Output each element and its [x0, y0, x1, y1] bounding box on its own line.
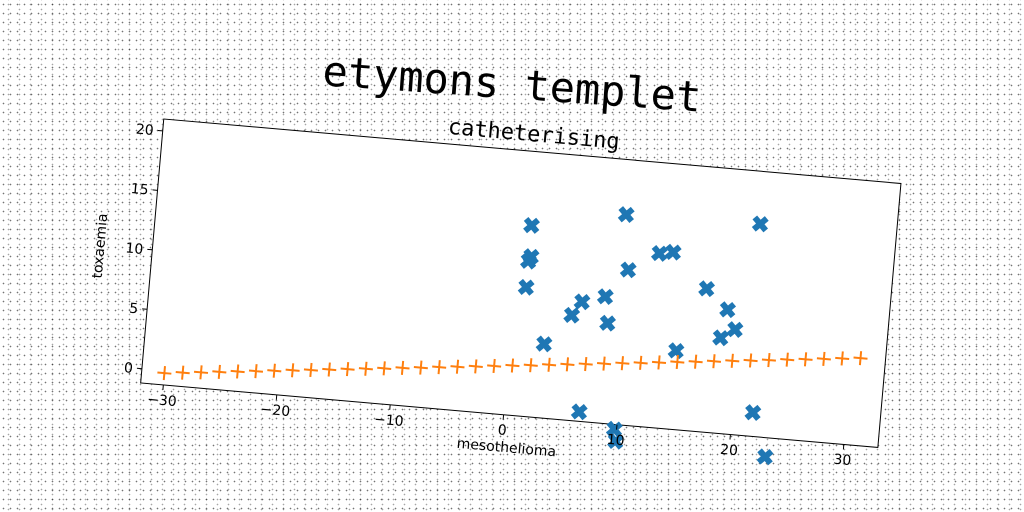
x-tick-label: 30: [833, 452, 852, 469]
y-tick-label: 10: [125, 240, 144, 257]
x-tick-label: 20: [719, 442, 738, 459]
scatter-point-x: [729, 323, 742, 336]
y-tick-label: 0: [123, 360, 133, 377]
x-tick-label: 10: [606, 432, 625, 449]
scatter-point-x: [714, 331, 727, 344]
scatter-point-x: [573, 405, 586, 418]
y-tick-label: 15: [130, 181, 149, 198]
scatter-point-x: [520, 281, 533, 294]
scatter-point-x: [522, 255, 535, 268]
x-axis-label: mesothelioma: [456, 436, 557, 461]
scatter-point-x: [746, 406, 759, 419]
y-tick-label: 5: [128, 301, 138, 318]
x-tick-label: −20: [260, 402, 291, 421]
scatter-point-x: [670, 344, 683, 357]
scatter-point-x: [576, 295, 589, 308]
scatter-point-x: [601, 317, 614, 330]
scatter-point-x: [700, 282, 713, 295]
scatter-point-x: [599, 290, 612, 303]
x-tick-label: −30: [147, 392, 178, 411]
scatter-point-x: [667, 246, 680, 259]
scatter-point-x: [565, 309, 578, 322]
x-tick-label: −10: [373, 411, 404, 430]
y-axis-label: toxaemia: [90, 213, 112, 279]
scatter-point-x: [721, 303, 734, 316]
scatter-point-x: [754, 217, 767, 230]
scatter-point-x: [759, 450, 772, 463]
scatter-point-x: [525, 219, 538, 232]
scatter-point-x: [538, 337, 551, 350]
scatter-point-x: [622, 263, 635, 276]
y-tick-label: 20: [135, 122, 154, 139]
scatter-point-x: [620, 208, 633, 221]
scatter-point-x: [653, 247, 666, 260]
x-tick-label: 0: [497, 422, 507, 439]
